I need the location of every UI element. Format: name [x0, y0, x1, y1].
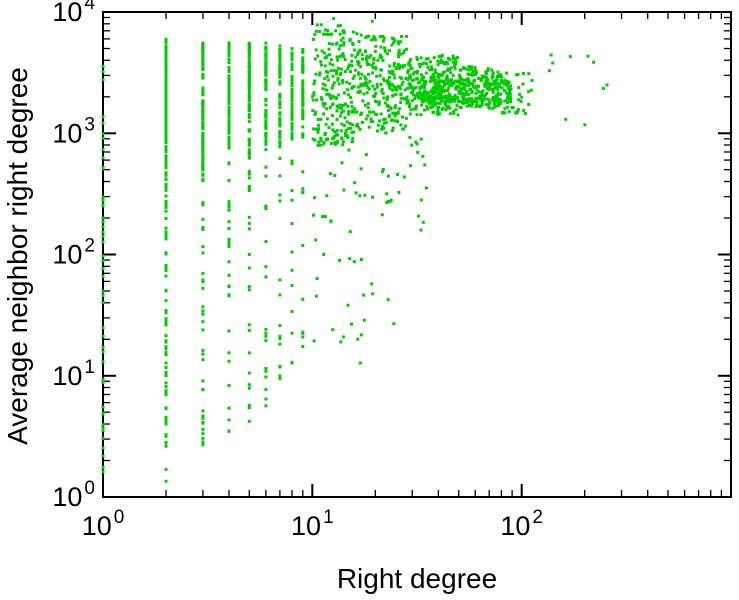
svg-text:100: 10 0	[52, 478, 95, 512]
svg-text:101: 10 1	[291, 507, 334, 541]
scatter-points	[101, 17, 609, 483]
svg-text:100: 10 0	[82, 507, 125, 541]
svg-text:101: 10 1	[52, 357, 95, 391]
svg-text:102: 10 2	[52, 236, 95, 270]
svg-text:103: 10 3	[52, 114, 95, 148]
y-axis-label: Average neighbor right degree	[2, 67, 33, 445]
x-axis-label: Right degree	[336, 563, 498, 594]
svg-text:104: 10 4	[52, 0, 95, 27]
svg-text:102: 10 2	[500, 507, 543, 541]
